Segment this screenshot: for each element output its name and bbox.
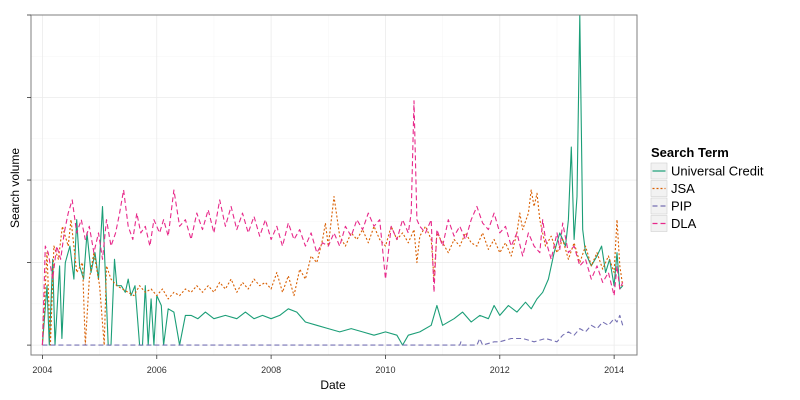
x-tick-label: 2004 xyxy=(32,365,52,375)
plot-background xyxy=(31,15,637,355)
legend: Search Term Universal Credit JSA PIP DLA xyxy=(650,145,764,232)
legend-label-pip: PIP xyxy=(671,199,692,214)
legend-label-jsa: JSA xyxy=(671,181,695,196)
x-tick-label: 2006 xyxy=(147,365,167,375)
plot-border xyxy=(30,14,638,356)
x-tick-label: 2012 xyxy=(490,365,510,375)
series-line-jsa xyxy=(41,189,624,346)
series-line-universal-credit xyxy=(41,14,624,346)
legend-label-dla: DLA xyxy=(671,216,697,231)
series-line-dla xyxy=(41,100,624,346)
x-tick-label: 2014 xyxy=(604,365,624,375)
y-axis-title: Search volume xyxy=(8,148,22,228)
axis-layer: 2004 2006 2008 2010 2012 2014 xyxy=(27,14,638,375)
x-tick-label: 2010 xyxy=(375,365,395,375)
legend-key-box-jsa xyxy=(650,180,668,197)
legend-title: Search Term xyxy=(651,145,729,160)
x-axis-title: Date xyxy=(320,378,346,392)
series-layer xyxy=(41,14,624,346)
series-line-pip xyxy=(42,314,624,346)
grid-layer xyxy=(31,14,637,355)
legend-key-box-pip xyxy=(650,197,668,215)
legend-key-box-dla xyxy=(650,215,668,232)
legend-label-universal-credit: Universal Credit xyxy=(671,164,764,179)
x-tick-label: 2008 xyxy=(261,365,281,375)
